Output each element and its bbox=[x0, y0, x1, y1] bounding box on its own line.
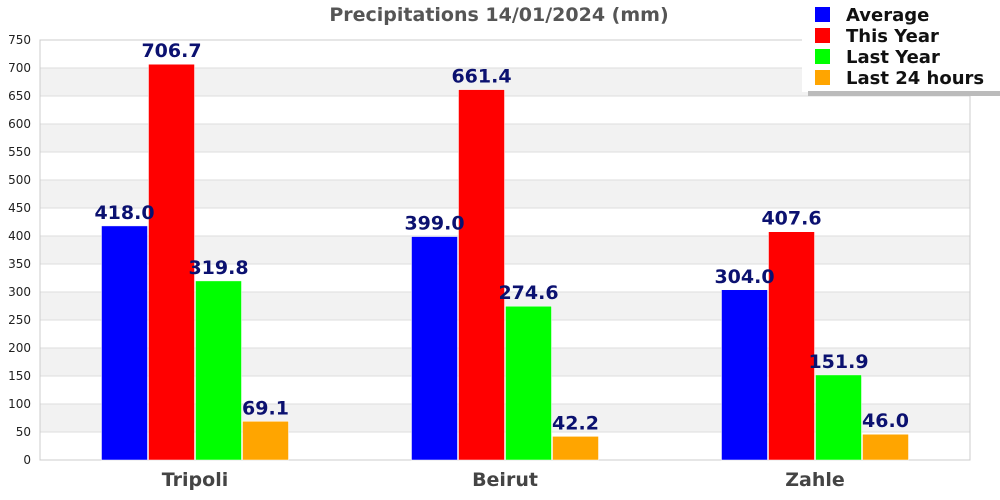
y-tick-label: 600 bbox=[8, 117, 31, 131]
legend-label: Last Year bbox=[846, 47, 940, 68]
chart-title: Precipitations 14/01/2024 (mm) bbox=[329, 4, 668, 26]
grid-band bbox=[40, 376, 970, 404]
plot-frame bbox=[39, 39, 971, 461]
data-label: 407.6 bbox=[761, 208, 821, 230]
bar-this-year-tripoli bbox=[148, 63, 195, 461]
legend-swatch bbox=[815, 7, 830, 22]
grid-band bbox=[40, 180, 970, 208]
y-tick-label: 100 bbox=[8, 397, 31, 411]
bar-last-year-tripoli bbox=[195, 280, 242, 461]
y-tick-label: 750 bbox=[8, 33, 31, 47]
grid-band bbox=[40, 264, 970, 292]
grid-band bbox=[40, 152, 970, 180]
y-tick-label: 550 bbox=[8, 145, 31, 159]
grid-band bbox=[40, 320, 970, 348]
bar-last-year-zahle bbox=[815, 374, 862, 461]
grid-band bbox=[40, 292, 970, 320]
grid-band bbox=[40, 348, 970, 376]
legend-shadow bbox=[808, 91, 1000, 96]
bar-average-tripoli bbox=[101, 225, 148, 461]
y-tick-label: 250 bbox=[8, 313, 31, 327]
data-label: 319.8 bbox=[188, 257, 248, 279]
legend-label: Last 24 hours bbox=[846, 68, 984, 89]
grid-band bbox=[40, 124, 970, 152]
legend-label: Average bbox=[846, 5, 929, 26]
bar-last-year-beirut bbox=[505, 305, 552, 461]
bar-average-zahle bbox=[721, 289, 768, 461]
data-labels: 418.0 706.7 319.8 69.1 399.0 661.4 274.6 42.2 30… bbox=[94, 40, 909, 434]
grid-bands bbox=[40, 40, 970, 460]
y-tick-label: 400 bbox=[8, 229, 31, 243]
bar-this-year-zahle bbox=[768, 231, 815, 461]
bars bbox=[101, 63, 909, 461]
y-tick-label: 300 bbox=[8, 285, 31, 299]
data-label: 274.6 bbox=[498, 282, 558, 304]
y-tick-label: 450 bbox=[8, 201, 31, 215]
grid-band bbox=[40, 432, 970, 460]
bar-this-year-beirut bbox=[458, 89, 505, 461]
y-tick-label: 200 bbox=[8, 341, 31, 355]
legend-label: This Year bbox=[846, 26, 939, 47]
bar-last-24-hours-tripoli bbox=[242, 421, 289, 461]
legend-swatch bbox=[815, 28, 830, 43]
data-label: 46.0 bbox=[862, 410, 909, 432]
x-axis-ticks: Tripoli Beirut Zahle bbox=[162, 469, 845, 491]
y-axis-ticks: 0 50 100 150 200 250 300 350 400 450 500 550 600 650 7… bbox=[8, 33, 31, 467]
data-label: 399.0 bbox=[404, 213, 464, 235]
y-tick-label: 350 bbox=[8, 257, 31, 271]
data-label: 151.9 bbox=[808, 351, 868, 373]
y-tick-label: 500 bbox=[8, 173, 31, 187]
bar-last-24-hours-zahle bbox=[862, 433, 909, 461]
y-tick-label: 650 bbox=[8, 89, 31, 103]
data-label: 661.4 bbox=[451, 66, 511, 88]
y-tick-label: 50 bbox=[16, 425, 31, 439]
legend-box bbox=[802, 0, 1000, 92]
bar-average-beirut bbox=[411, 236, 458, 461]
data-label: 418.0 bbox=[94, 202, 154, 224]
grid-band bbox=[40, 208, 970, 236]
grid-band bbox=[40, 404, 970, 432]
data-label: 42.2 bbox=[552, 412, 599, 434]
grid-band bbox=[40, 96, 970, 124]
data-label: 304.0 bbox=[714, 266, 774, 288]
legend-swatch bbox=[815, 49, 830, 64]
x-tick-label: Zahle bbox=[785, 469, 845, 491]
bar-last-24-hours-beirut bbox=[552, 436, 599, 461]
y-tick-label: 150 bbox=[8, 369, 31, 383]
data-label: 69.1 bbox=[242, 397, 289, 419]
legend-swatch bbox=[815, 70, 830, 85]
data-label: 706.7 bbox=[141, 40, 201, 62]
x-tick-label: Tripoli bbox=[162, 469, 228, 491]
x-tick-label: Beirut bbox=[472, 469, 538, 491]
y-tick-label: 0 bbox=[23, 453, 31, 467]
y-tick-label: 700 bbox=[8, 61, 31, 75]
grid-band bbox=[40, 236, 970, 264]
